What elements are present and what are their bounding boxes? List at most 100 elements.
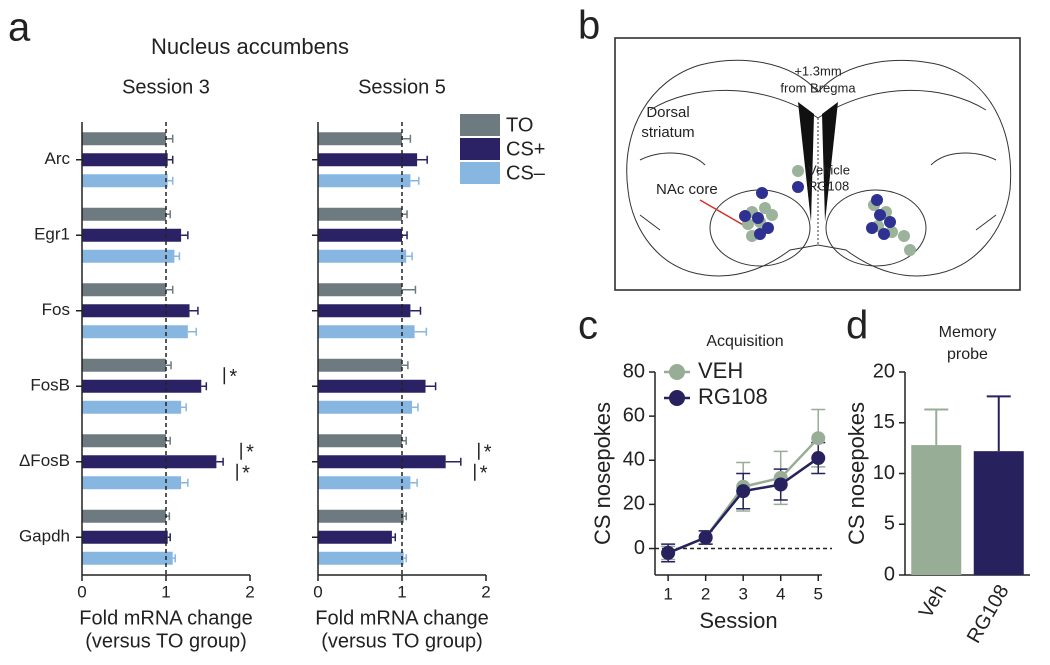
bar xyxy=(318,434,402,448)
bar xyxy=(318,249,407,263)
significance-label: * xyxy=(246,442,254,464)
error-bar xyxy=(167,155,174,164)
y-tick-label: ΔFosB xyxy=(19,451,70,470)
panel-letter: a xyxy=(8,6,31,50)
x-axis-label: (versus TO group) xyxy=(85,630,247,652)
site-dot xyxy=(898,230,910,242)
y-tick-label: 15 xyxy=(873,411,895,433)
error-bar xyxy=(181,403,187,412)
legend-swatch xyxy=(460,138,500,160)
y-tick-label: FosB xyxy=(30,376,70,395)
error-bar xyxy=(410,176,420,185)
pointer xyxy=(699,199,746,227)
bar xyxy=(82,207,166,221)
x-tick-label: 1 xyxy=(161,582,170,601)
bar xyxy=(318,228,402,242)
y-axis-label: CS nosepokes xyxy=(590,402,615,545)
legend-swatch xyxy=(460,162,500,184)
error-bar xyxy=(986,395,1011,452)
panel-letter: b xyxy=(578,4,600,48)
site-dot xyxy=(752,212,764,224)
x-tick-label: 5 xyxy=(814,584,823,603)
y-tick-label: 40 xyxy=(623,449,645,471)
y-tick-label: Egr1 xyxy=(34,225,70,244)
y-axis-label: CS nosepokes xyxy=(844,402,869,545)
y-tick-label: 0 xyxy=(884,563,895,585)
panel-letter: c xyxy=(578,304,598,348)
significance-label: * xyxy=(242,463,250,485)
error-bar xyxy=(187,327,197,336)
legend-label: RG108 xyxy=(808,178,849,193)
error-bar xyxy=(189,306,199,315)
error-bar xyxy=(402,361,409,370)
diagram-label: striatum xyxy=(641,124,694,141)
significance-label: * xyxy=(484,442,492,464)
y-tick-label: Gapdh xyxy=(19,527,70,546)
bar xyxy=(318,476,411,490)
bar xyxy=(318,509,404,523)
site-dot xyxy=(874,209,886,221)
error-bar xyxy=(412,403,419,412)
legend-label: VEH xyxy=(698,358,743,383)
legend-swatch xyxy=(460,114,500,136)
error-bar xyxy=(414,327,428,336)
point xyxy=(773,477,788,492)
x-tick-label: 2 xyxy=(245,582,254,601)
injection-sites xyxy=(739,187,916,256)
y-tick-label: 60 xyxy=(623,404,645,426)
legend-label: TO xyxy=(506,114,533,136)
bar xyxy=(82,530,168,544)
error-bar xyxy=(406,252,413,261)
error-bar xyxy=(181,231,189,240)
brain-outline xyxy=(626,59,1012,277)
site-dot xyxy=(766,209,778,221)
bar xyxy=(318,455,446,469)
bar xyxy=(82,551,173,565)
accumbens-contour xyxy=(825,189,927,267)
bar xyxy=(82,400,182,414)
y-tick-label: 5 xyxy=(884,513,895,535)
error-bar xyxy=(167,176,174,185)
legend-swatch xyxy=(792,165,804,177)
chart-title: Memory xyxy=(939,324,997,341)
error-bar xyxy=(402,134,412,143)
bar xyxy=(82,174,168,188)
point xyxy=(698,530,713,545)
diagram-label: +1.3mm xyxy=(794,63,841,78)
bar xyxy=(82,509,166,523)
significance-label: * xyxy=(480,463,488,485)
chart-title: probe xyxy=(947,346,988,363)
bar xyxy=(973,451,1024,575)
point xyxy=(661,545,676,560)
x-axis-label: Fold mRNA change xyxy=(79,607,252,629)
x-axis-label: Session xyxy=(699,608,777,633)
error-bar xyxy=(402,285,417,294)
error-bar xyxy=(417,155,428,164)
site-dot xyxy=(754,228,766,240)
bar xyxy=(82,434,166,448)
x-tick-label: 3 xyxy=(738,584,747,603)
legend-swatch xyxy=(669,364,685,380)
bar xyxy=(318,283,402,297)
bar xyxy=(318,325,415,339)
panel-title: Nucleus accumbens xyxy=(151,34,349,59)
error-bar xyxy=(402,210,408,219)
site-dot xyxy=(756,187,768,199)
diagram-label: NAc core xyxy=(656,181,718,198)
brain-diagram: +1.3mm from Bregma Dorsal striatum NAc c… xyxy=(614,37,1021,291)
bar xyxy=(318,132,402,146)
bar xyxy=(82,304,190,318)
bar xyxy=(318,400,413,414)
significance-label: * xyxy=(229,366,237,388)
point xyxy=(811,431,826,446)
bar xyxy=(82,325,188,339)
legend-swatch xyxy=(669,390,685,406)
bar xyxy=(82,153,168,167)
x-tick-label: 1 xyxy=(397,582,406,601)
error-bar xyxy=(167,533,171,542)
legend-swatch xyxy=(792,181,804,193)
error-bar xyxy=(166,361,172,370)
legend-label: Vehicle xyxy=(808,162,850,177)
y-tick-label: Arc xyxy=(45,149,71,168)
ventricle xyxy=(822,102,838,222)
